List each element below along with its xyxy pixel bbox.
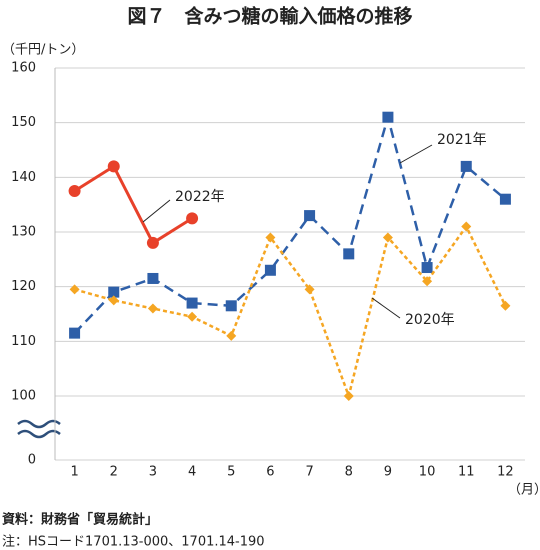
marker	[108, 286, 120, 298]
marker	[304, 284, 315, 295]
y-tick-label: 140	[11, 170, 36, 185]
marker	[147, 272, 159, 284]
marker	[68, 185, 81, 197]
marker	[147, 303, 158, 314]
x-tick-label: 8	[345, 465, 353, 480]
series-line	[74, 224, 507, 401]
marker	[146, 236, 159, 249]
y-tick-label: 0	[28, 453, 36, 468]
marker	[499, 193, 511, 205]
marker	[69, 284, 80, 295]
marker	[186, 212, 199, 225]
y-tick-label: 100	[11, 389, 36, 404]
series-line	[73, 112, 507, 334]
chart-title: 図７ 含みつ糖の輸入価格の推移	[127, 5, 412, 28]
y-unit: （千円/トン）	[2, 43, 84, 58]
marker	[382, 232, 393, 243]
marker	[421, 262, 433, 274]
marker	[69, 327, 81, 339]
y-tick-label: 120	[11, 279, 36, 294]
marker	[304, 210, 316, 222]
marker	[186, 297, 198, 309]
marker	[382, 111, 394, 123]
y-tick-label: 150	[11, 115, 36, 130]
x-tick-label: 4	[188, 465, 196, 480]
x-tick-label: 2	[110, 465, 118, 480]
marker	[265, 232, 276, 243]
source: 資料：財務省「貿易統計」	[2, 512, 158, 528]
x-tick-label: 10	[419, 465, 436, 480]
marker	[422, 276, 433, 287]
series-line	[73, 164, 193, 246]
marker	[461, 221, 472, 232]
x-unit: （月）	[508, 483, 540, 498]
series-label: 2022年	[175, 189, 225, 205]
x-tick-label: 1	[70, 465, 78, 480]
x-tick-label: 7	[305, 465, 313, 480]
leader-line	[399, 144, 433, 164]
x-tick-label: 3	[149, 465, 157, 480]
x-tick-label: 6	[266, 465, 274, 480]
marker	[264, 264, 276, 276]
marker	[500, 300, 511, 311]
y-tick-label: 160	[11, 61, 36, 76]
marker	[225, 300, 237, 312]
marker	[107, 160, 120, 173]
leader-line	[142, 199, 171, 223]
marker	[226, 330, 237, 341]
x-tick-label: 12	[497, 465, 514, 480]
axis-break	[17, 419, 61, 439]
y-tick-label: 110	[11, 334, 36, 349]
marker	[460, 160, 472, 172]
x-tick-label: 9	[384, 465, 392, 480]
x-tick-label: 11	[458, 465, 475, 480]
y-tick-label: 130	[11, 225, 36, 240]
x-tick-label: 5	[227, 465, 235, 480]
marker	[343, 248, 355, 260]
marker	[187, 311, 198, 322]
marker	[343, 391, 354, 401]
note: 注：HSコード1701.13-000、1701.14-190	[2, 535, 265, 550]
series-label: 2020年	[405, 312, 455, 328]
series-label: 2021年	[437, 132, 487, 148]
leader-line	[371, 297, 401, 319]
marker	[108, 295, 119, 306]
